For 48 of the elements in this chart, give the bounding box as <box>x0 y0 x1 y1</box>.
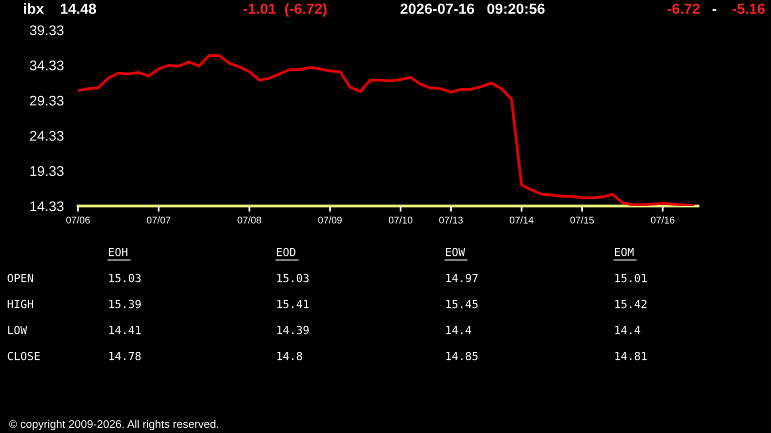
y-tick-label: 29.33 <box>30 96 64 106</box>
text: 14.97 <box>446 274 478 282</box>
text: -5.16 <box>732 4 765 14</box>
y-tick-label: 34.33 <box>30 60 64 70</box>
y-tick-label: 14.33 <box>30 201 64 212</box>
text: 15.41 <box>277 300 309 308</box>
x-tick-label: 07/16 <box>650 216 674 224</box>
x-tick-label: 07/15 <box>570 216 594 224</box>
x-tick-label: 07/07 <box>146 216 170 224</box>
line-series <box>78 54 694 206</box>
y-tick-label: 24.33 <box>30 130 64 141</box>
text: 14.4 <box>615 326 640 334</box>
text: 15.45 <box>446 300 478 308</box>
x-tick-label: 07/09 <box>318 216 342 224</box>
text: EOD <box>277 248 296 256</box>
text: OPEN <box>8 274 34 282</box>
text: 15.03 <box>109 274 141 282</box>
text: -6.72 <box>668 4 700 14</box>
text: HIGH <box>8 300 34 308</box>
text: 15.01 <box>615 274 647 282</box>
text: 15.03 <box>277 274 309 282</box>
text: 14.81 <box>615 352 647 360</box>
x-tick-label: 07/06 <box>66 216 90 224</box>
y-tick-label: 39.33 <box>30 25 64 36</box>
text: 14.39 <box>277 326 309 334</box>
x-tick-label: 07/10 <box>388 216 412 224</box>
text: - <box>712 9 716 11</box>
x-tick-label: 07/08 <box>238 216 262 224</box>
text: 2026-07-16 09:20:56 <box>400 4 545 14</box>
x-tick-label: 07/14 <box>510 216 534 224</box>
text: -1.01 (-6.72) <box>244 3 327 17</box>
y-tick-label: 19.33 <box>30 166 64 176</box>
text: 14.4 <box>446 326 472 334</box>
text: 14.41 <box>109 326 141 334</box>
text: EOW <box>446 248 466 256</box>
text: 14.48 <box>60 4 96 14</box>
text: 15.42 <box>615 300 647 308</box>
text: 14.85 <box>446 352 478 360</box>
text: 14.78 <box>109 352 141 360</box>
text: 14.8 <box>277 352 302 360</box>
text: EOH <box>109 248 128 256</box>
text: 15.39 <box>109 300 141 308</box>
text: © copyright 2009-2026. All rights reserved. <box>9 420 218 430</box>
text: LOW <box>8 326 28 334</box>
text: EOM <box>615 248 634 256</box>
chart-title: ibx <box>24 3 44 14</box>
x-tick-label: 07/13 <box>439 216 463 224</box>
text: CLOSE <box>8 352 40 360</box>
